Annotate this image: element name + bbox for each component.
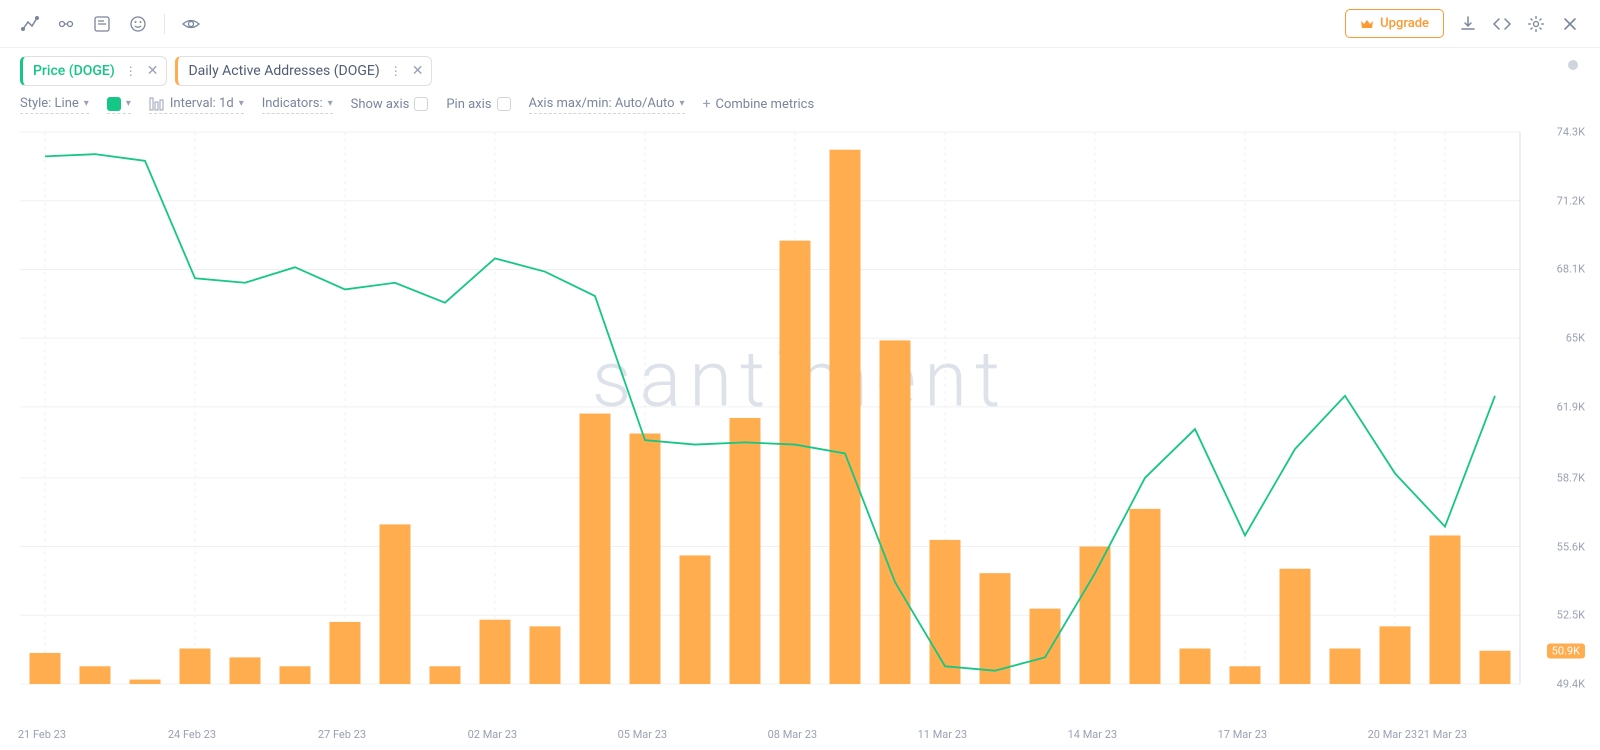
x-tick-label: 11 Mar 23 [918, 728, 968, 741]
crown-icon [1360, 18, 1374, 30]
x-tick-label: 21 Feb 23 [18, 728, 66, 741]
toolbar-left-group [20, 14, 201, 34]
y-tick-label: 58.7K [1557, 471, 1585, 484]
x-tick-label: 21 Mar 23 [1418, 728, 1468, 741]
x-tick-label: 05 Mar 23 [618, 728, 668, 741]
tab-label: Price (DOGE) [33, 63, 115, 79]
x-tick-label: 20 Mar 23 [1368, 728, 1418, 741]
controls-bar: Style: Line▾ ▾ Interval: 1d▾ Indicators:… [0, 90, 1600, 124]
y-tick-label: 74.3K [1557, 126, 1585, 139]
upgrade-button[interactable]: Upgrade [1345, 9, 1444, 38]
y-tick-label: 65K [1566, 332, 1585, 345]
note-tool-icon[interactable] [92, 14, 112, 34]
toolbar-right-group: Upgrade [1345, 9, 1580, 38]
y-axis: 74.3K 71.2K 68.1K 65K 61.9K 58.7K 55.6K 52.5K 49… [1535, 124, 1585, 704]
top-toolbar: Upgrade [0, 0, 1600, 48]
style-control[interactable]: Style: Line▾ [20, 96, 89, 114]
x-tick-label: 17 Mar 23 [1218, 728, 1268, 741]
plus-icon: + [703, 96, 711, 112]
combine-metrics-control[interactable]: +Combine metrics [703, 96, 815, 114]
gear-icon[interactable] [1526, 14, 1546, 34]
x-tick-label: 27 Feb 23 [318, 728, 366, 741]
y-tick-label: 71.2K [1557, 194, 1585, 207]
x-tick-label: 24 Feb 23 [168, 728, 216, 741]
interval-control[interactable]: Interval: 1d▾ [149, 96, 244, 114]
show-axis-control[interactable]: Show axis [351, 97, 429, 114]
indicators-control[interactable]: Indicators:▾ [262, 96, 333, 114]
checkbox[interactable] [414, 97, 428, 111]
metric-tabs: Price (DOGE) ⋮ ✕ Daily Active Addresses … [0, 48, 1600, 90]
tab-close-icon[interactable]: ✕ [412, 63, 424, 79]
tab-menu-icon[interactable]: ⋮ [125, 64, 137, 78]
chevron-down-icon: ▾ [680, 98, 685, 109]
chain-tool-icon[interactable] [56, 14, 76, 34]
tab-label: Daily Active Addresses (DOGE) [188, 63, 379, 79]
download-icon[interactable] [1458, 14, 1478, 34]
status-dot [1568, 60, 1578, 70]
y-tick-label: 68.1K [1557, 263, 1585, 276]
chevron-down-icon: ▾ [328, 98, 333, 109]
eye-tool-icon[interactable] [181, 14, 201, 34]
chart-svg [20, 124, 1580, 714]
metric-tab-daa[interactable]: Daily Active Addresses (DOGE) ⋮ ✕ [175, 56, 432, 86]
x-tick-label: 14 Mar 23 [1068, 728, 1118, 741]
y-tick-label: 55.6K [1557, 540, 1585, 553]
tab-close-icon[interactable]: ✕ [147, 63, 159, 79]
emoji-tool-icon[interactable] [128, 14, 148, 34]
y-tick-label: 52.5K [1557, 609, 1585, 622]
x-tick-label: 02 Mar 23 [468, 728, 517, 741]
x-tick-label: 08 Mar 23 [768, 728, 818, 741]
tab-menu-icon[interactable]: ⋮ [390, 64, 402, 78]
code-icon[interactable] [1492, 14, 1512, 34]
chevron-down-icon: ▾ [84, 98, 89, 109]
color-swatch [107, 97, 121, 111]
close-icon[interactable] [1560, 14, 1580, 34]
y-tick-label: 61.9K [1557, 400, 1585, 413]
color-control[interactable]: ▾ [107, 97, 131, 114]
toolbar-divider [164, 14, 165, 34]
metric-tab-price[interactable]: Price (DOGE) ⋮ ✕ [20, 56, 167, 86]
chevron-down-icon: ▾ [239, 98, 244, 109]
checkbox[interactable] [497, 97, 511, 111]
interval-icon [149, 97, 165, 111]
pin-axis-control[interactable]: Pin axis [446, 97, 510, 114]
chart-area: santiment 74.3K71.2K68.1K65K61.9K58.7K55… [20, 124, 1580, 734]
line-tool-icon[interactable] [20, 14, 40, 34]
axis-maxmin-control[interactable]: Axis max/min: Auto/Auto▾ [529, 96, 685, 114]
y-highlight-label: 50.9K [1547, 643, 1585, 658]
y-tick-label: 49.4K [1557, 678, 1585, 691]
upgrade-label: Upgrade [1380, 16, 1429, 31]
chevron-down-icon: ▾ [126, 98, 131, 109]
